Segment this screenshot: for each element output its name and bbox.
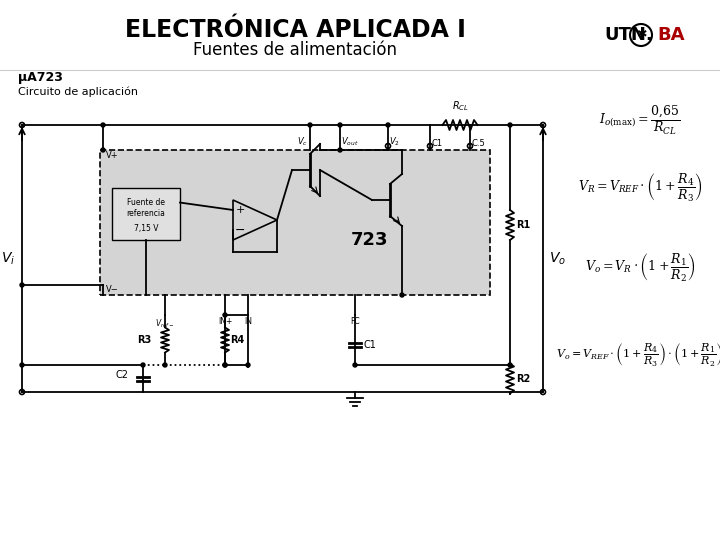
Text: 723: 723 — [351, 231, 389, 249]
Circle shape — [308, 123, 312, 127]
Circle shape — [101, 148, 105, 152]
Circle shape — [508, 363, 512, 367]
Text: $I_{o(\max)} = \dfrac{0{,}65}{R_{CL}}$: $I_{o(\max)} = \dfrac{0{,}65}{R_{CL}}$ — [600, 104, 680, 137]
Text: C2: C2 — [116, 369, 129, 380]
Circle shape — [353, 363, 357, 367]
Circle shape — [338, 123, 342, 127]
Circle shape — [386, 123, 390, 127]
Text: $V_o = V_R \cdot \left(1 + \dfrac{R_1}{R_2}\right)$: $V_o = V_R \cdot \left(1 + \dfrac{R_1}{R… — [585, 252, 696, 284]
Circle shape — [223, 363, 227, 367]
Text: ELECTRÓNICA APLICADA I: ELECTRÓNICA APLICADA I — [125, 18, 465, 42]
Text: C1: C1 — [363, 340, 376, 350]
Text: IN+: IN+ — [218, 317, 232, 326]
Text: R3: R3 — [137, 335, 151, 345]
Circle shape — [163, 363, 167, 367]
Circle shape — [101, 123, 105, 127]
Text: $R_{CL}$: $R_{CL}$ — [451, 99, 469, 113]
Circle shape — [508, 123, 512, 127]
Text: $V_{out}$: $V_{out}$ — [341, 136, 359, 148]
Text: 7,15 V: 7,15 V — [134, 224, 158, 233]
Text: IN: IN — [244, 317, 252, 326]
Text: $V_R = V_{REF} \cdot \left(1 + \dfrac{R_4}{R_3}\right)$: $V_R = V_{REF} \cdot \left(1 + \dfrac{R_… — [577, 172, 702, 204]
Circle shape — [338, 148, 342, 152]
Text: C1: C1 — [431, 139, 442, 148]
Circle shape — [246, 363, 250, 367]
Text: $V_{ref-}$: $V_{ref-}$ — [156, 317, 175, 329]
Text: Circuito de aplicación: Circuito de aplicación — [18, 87, 138, 97]
Text: C.5: C.5 — [471, 139, 485, 148]
Text: $V_c$: $V_c$ — [297, 136, 308, 148]
Text: Fuente de: Fuente de — [127, 198, 165, 207]
Text: R4: R4 — [230, 335, 244, 345]
Circle shape — [223, 313, 227, 317]
Text: referencia: referencia — [127, 210, 166, 219]
Circle shape — [141, 363, 145, 367]
Text: BA: BA — [657, 26, 685, 44]
Text: μA723: μA723 — [18, 71, 63, 84]
FancyBboxPatch shape — [100, 150, 490, 295]
Text: ✱: ✱ — [636, 29, 647, 42]
Text: R1: R1 — [516, 220, 530, 230]
Text: V−: V− — [106, 285, 119, 294]
FancyBboxPatch shape — [112, 188, 180, 240]
Text: R2: R2 — [516, 374, 530, 383]
Text: Fuentes de alimentación: Fuentes de alimentación — [193, 41, 397, 59]
Text: V+: V+ — [106, 152, 119, 160]
Circle shape — [20, 283, 24, 287]
Circle shape — [20, 363, 24, 367]
Text: UTN.: UTN. — [604, 26, 653, 44]
Circle shape — [400, 293, 404, 297]
Text: +: + — [235, 205, 245, 215]
Text: $V_o$: $V_o$ — [549, 251, 567, 267]
Circle shape — [223, 363, 227, 367]
Text: $V_i$: $V_i$ — [1, 251, 15, 267]
Text: FC: FC — [350, 317, 360, 326]
Text: $V_2$: $V_2$ — [389, 136, 400, 148]
Text: −: − — [235, 224, 246, 237]
Text: $V_o = V_{REF} \cdot \left(1 + \dfrac{R_4}{R_3}\right) \cdot \left(1 + \dfrac{R_: $V_o = V_{REF} \cdot \left(1 + \dfrac{R_… — [557, 341, 720, 368]
